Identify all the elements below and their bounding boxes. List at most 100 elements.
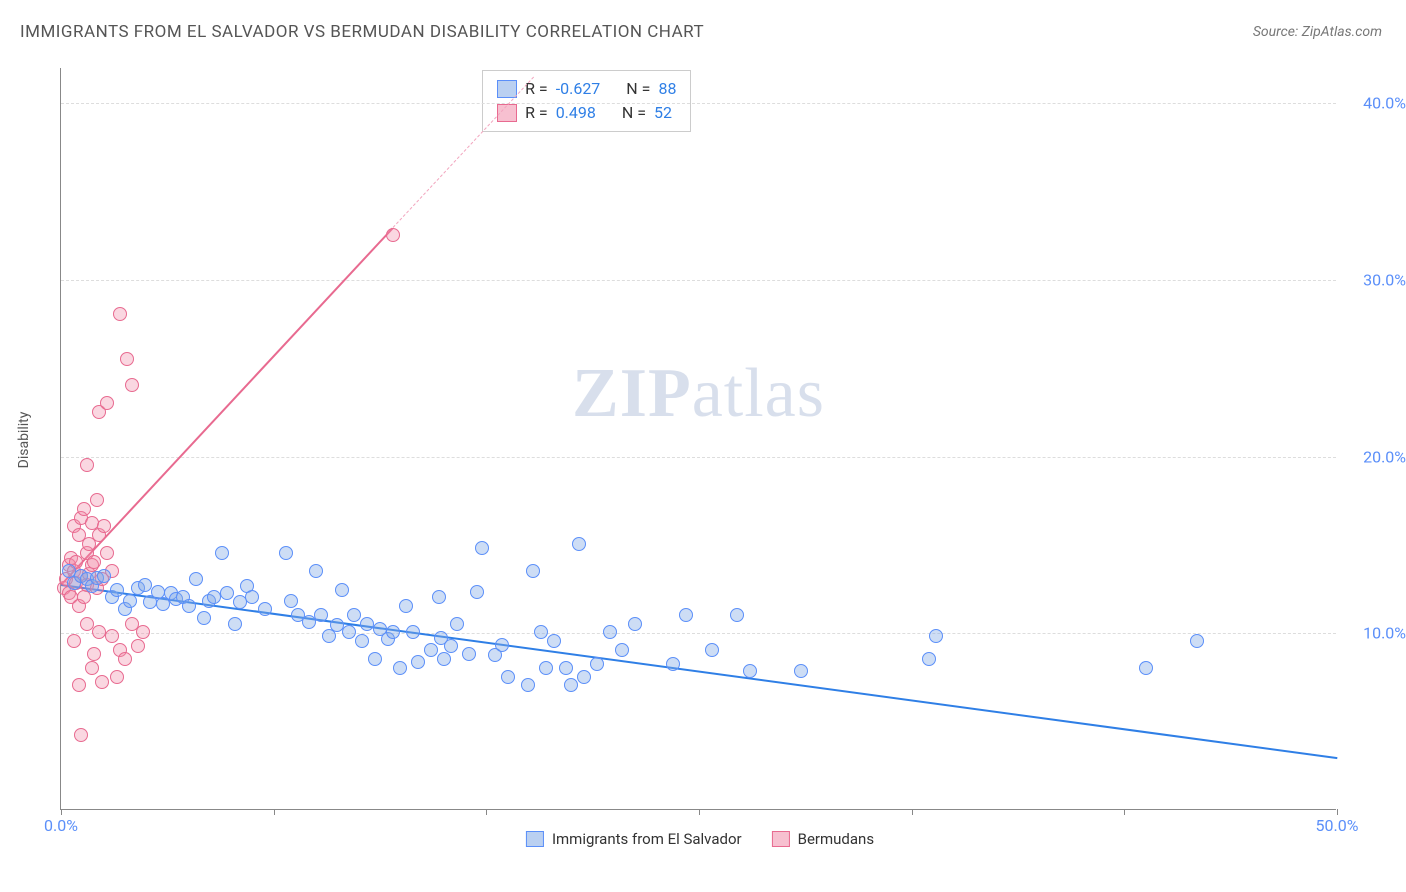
x-tick: [912, 809, 913, 815]
chart-title: IMMIGRANTS FROM EL SALVADOR VS BERMUDAN …: [20, 22, 704, 42]
plot-area: ZIPatlas R =-0.627N =88R = 0.498N =52 10…: [60, 68, 1336, 810]
data-point: [335, 583, 349, 597]
data-point: [197, 611, 211, 625]
data-point: [182, 599, 196, 613]
data-point: [123, 594, 137, 608]
data-point: [603, 625, 617, 639]
data-point: [450, 617, 464, 631]
data-point: [432, 590, 446, 604]
data-point: [444, 639, 458, 653]
data-point: [284, 594, 298, 608]
x-tick: [274, 809, 275, 815]
x-tick: [699, 809, 700, 815]
data-point: [100, 546, 114, 560]
data-point: [534, 625, 548, 639]
data-point: [189, 572, 203, 586]
data-point: [368, 652, 382, 666]
x-tick-label: 0.0%: [44, 816, 78, 835]
x-tick-label: 50.0%: [1316, 816, 1359, 835]
data-point: [526, 564, 540, 578]
gridline: [61, 280, 1336, 281]
data-point: [100, 396, 114, 410]
chart-container: Disability ZIPatlas R =-0.627N =88R = 0.…: [50, 60, 1350, 820]
data-point: [228, 617, 242, 631]
data-point: [342, 625, 356, 639]
y-tick-label: 40.0%: [1346, 94, 1406, 113]
data-point: [87, 647, 101, 661]
data-point: [424, 643, 438, 657]
data-point: [437, 652, 451, 666]
data-point: [355, 634, 369, 648]
data-point: [90, 493, 104, 507]
data-point: [399, 599, 413, 613]
data-point: [97, 569, 111, 583]
data-point: [501, 670, 515, 684]
legend-swatch: [772, 831, 790, 847]
data-point: [794, 664, 808, 678]
data-point: [1139, 661, 1153, 675]
data-point: [521, 678, 535, 692]
data-point: [74, 728, 88, 742]
data-point: [564, 678, 578, 692]
data-point: [87, 555, 101, 569]
legend-item: Bermudans: [772, 830, 874, 848]
data-point: [80, 458, 94, 472]
data-point: [572, 537, 586, 551]
data-point: [258, 602, 272, 616]
legend: Immigrants from El Salvador Bermudans: [526, 830, 874, 848]
y-axis-label: Disability: [16, 412, 32, 469]
source-attribution: Source: ZipAtlas.com: [1253, 24, 1382, 40]
data-point: [80, 617, 94, 631]
data-point: [245, 590, 259, 604]
data-point: [393, 661, 407, 675]
data-point: [120, 352, 134, 366]
data-point: [666, 657, 680, 671]
data-point: [110, 583, 124, 597]
data-point: [302, 615, 316, 629]
data-point: [411, 655, 425, 669]
corr-row: R = 0.498N =52: [497, 101, 676, 125]
x-tick: [1124, 809, 1125, 815]
data-point: [85, 661, 99, 675]
data-point: [72, 678, 86, 692]
data-point: [118, 652, 132, 666]
correlation-box: R =-0.627N =88R = 0.498N =52: [482, 70, 691, 132]
data-point: [92, 625, 106, 639]
legend-item: Immigrants from El Salvador: [526, 830, 742, 848]
data-point: [386, 625, 400, 639]
data-point: [347, 608, 361, 622]
data-point: [113, 307, 127, 321]
data-point: [314, 608, 328, 622]
x-tick: [1337, 809, 1338, 815]
data-point: [105, 629, 119, 643]
gridline: [61, 457, 1336, 458]
data-point: [1190, 634, 1204, 648]
data-point: [131, 639, 145, 653]
data-point: [77, 502, 91, 516]
legend-label: Immigrants from El Salvador: [552, 830, 742, 848]
data-point: [309, 564, 323, 578]
x-tick: [486, 809, 487, 815]
legend-swatch: [526, 831, 544, 847]
data-point: [730, 608, 744, 622]
data-point: [125, 378, 139, 392]
data-point: [628, 617, 642, 631]
legend-label: Bermudans: [798, 830, 874, 848]
data-point: [279, 546, 293, 560]
data-point: [743, 664, 757, 678]
y-tick-label: 30.0%: [1346, 271, 1406, 290]
data-point: [95, 675, 109, 689]
data-point: [679, 608, 693, 622]
y-tick-label: 20.0%: [1346, 447, 1406, 466]
data-point: [406, 625, 420, 639]
data-point: [929, 629, 943, 643]
data-point: [559, 661, 573, 675]
data-point: [215, 546, 229, 560]
data-point: [220, 586, 234, 600]
data-point: [590, 657, 604, 671]
watermark: ZIPatlas: [572, 354, 825, 434]
data-point: [97, 519, 111, 533]
trend-line: [392, 77, 533, 228]
y-tick-label: 10.0%: [1346, 624, 1406, 643]
data-point: [386, 228, 400, 242]
